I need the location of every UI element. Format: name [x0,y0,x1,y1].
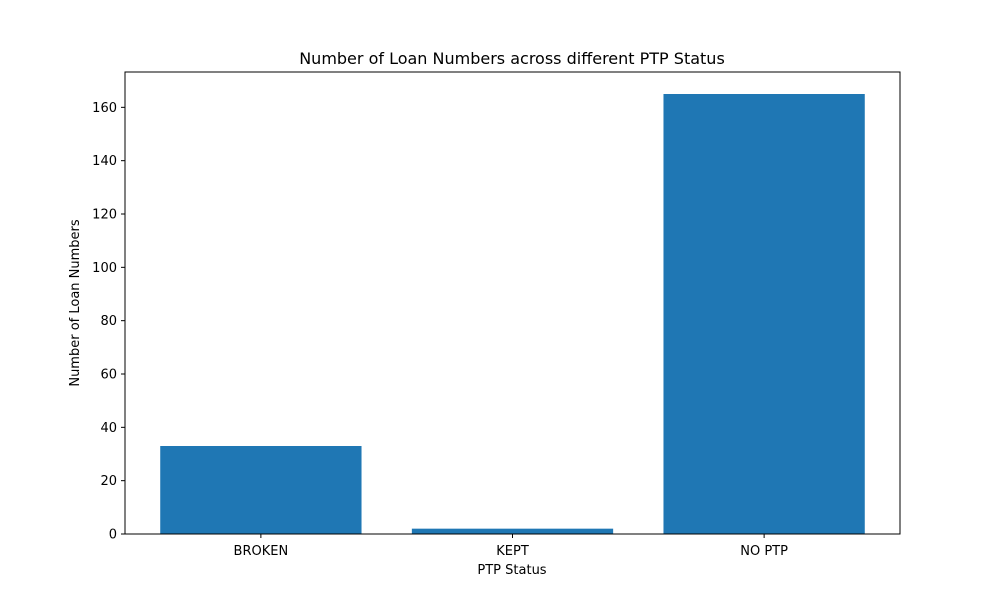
bar-no-ptp [663,94,865,534]
plot-frame [124,71,901,535]
bar-kept [411,528,614,534]
y-tick-label: 40 [100,421,117,436]
x-axis-ticks: BROKEN KEPT NO PTP [234,534,788,559]
y-tick-label: 100 [92,261,117,276]
x-tick-label: KEPT [496,544,529,559]
y-tick-label: 60 [100,368,117,383]
chart-title: Number of Loan Numbers across different … [299,49,725,68]
bars-group [160,94,865,534]
y-axis-label: Number of Loan Numbers [68,219,83,387]
x-axis-label: PTP Status [477,563,546,578]
x-tick-label: BROKEN [234,544,289,559]
y-tick-label: 160 [92,101,117,116]
y-tick-label: 20 [100,474,117,489]
y-tick-label: 0 [109,528,117,543]
x-tick-label: NO PTP [740,544,788,559]
y-axis-ticks: 0 20 40 60 80 100 120 140 160 [92,101,125,543]
bar-broken [160,446,362,534]
y-tick-label: 140 [92,154,117,169]
y-tick-label: 120 [92,208,117,223]
y-tick-label: 80 [100,314,117,329]
